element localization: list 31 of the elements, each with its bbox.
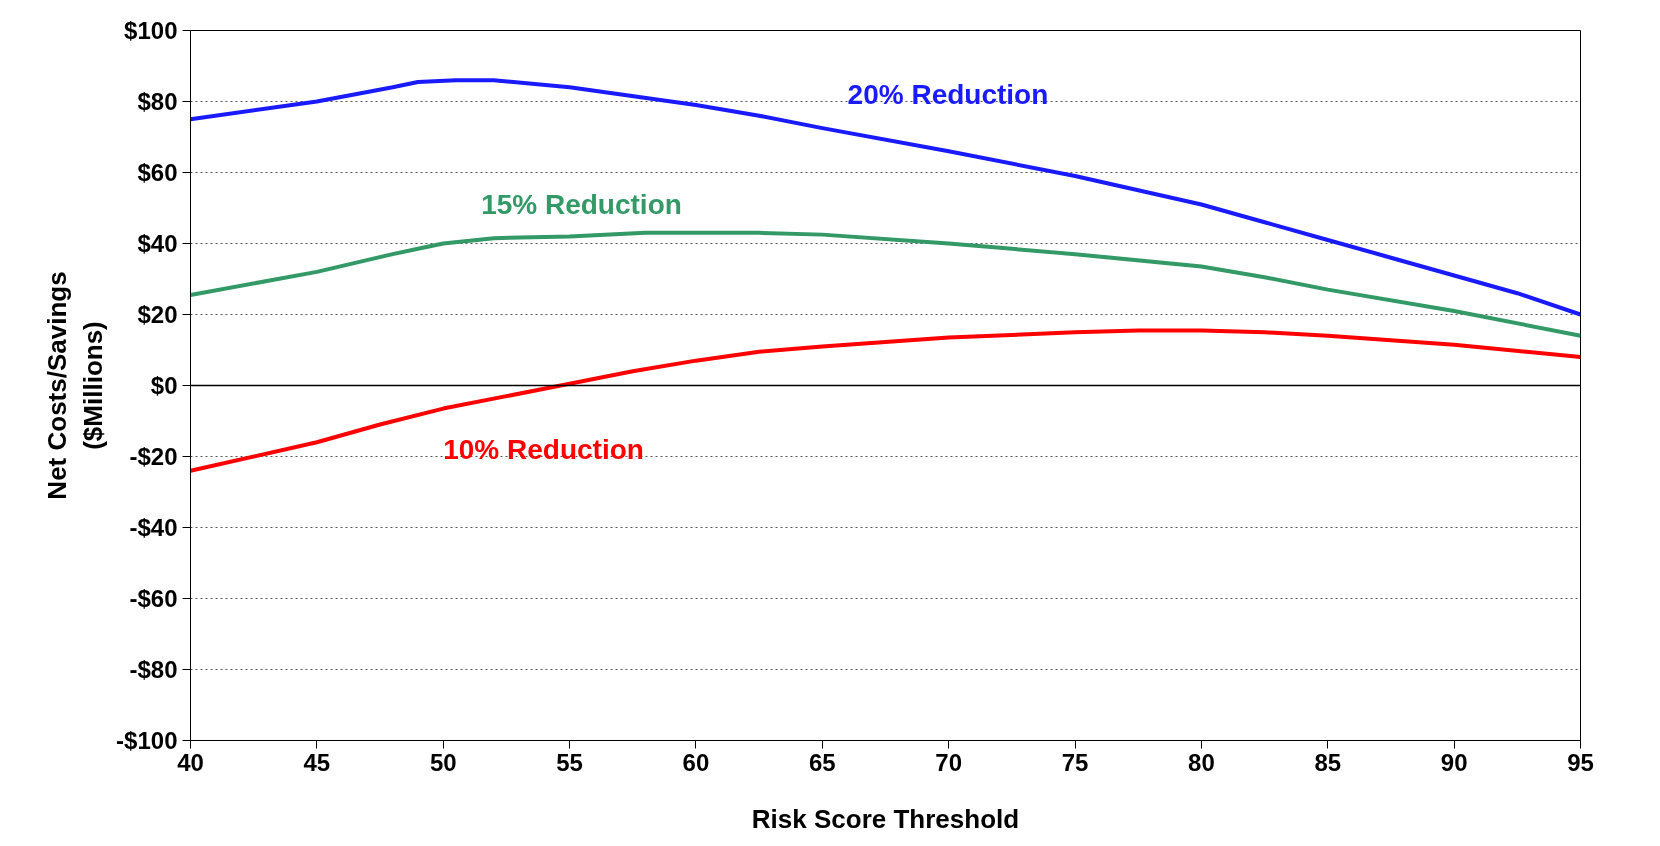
x-tick-label: 40 (177, 748, 204, 776)
y-tick-label: $60 (137, 159, 178, 186)
y-tick-label: $80 (137, 88, 178, 115)
x-tick-label: 45 (303, 748, 331, 776)
line-series (190, 230, 1581, 338)
series-label: 15% Reduction (481, 188, 682, 220)
x-tick-label: 50 (429, 748, 457, 776)
y-tick-label: $100 (124, 17, 178, 44)
series-label: 10% Reduction (443, 433, 644, 465)
y-tick-label: -$20 (129, 443, 178, 470)
x-axis-title: Risk Score Threshold (751, 803, 1020, 834)
y-tick-label: $0 (150, 372, 178, 399)
y-tick-label: -$80 (129, 656, 178, 683)
y-tick-label: -$100 (116, 727, 178, 754)
x-tick-label: 55 (556, 748, 583, 776)
x-tick-label: 70 (935, 748, 963, 776)
x-tick-label: 95 (1567, 748, 1594, 776)
y-tick-label: -$40 (129, 514, 178, 541)
x-tick-label: 90 (1440, 748, 1468, 776)
x-tick-label: 80 (1188, 748, 1215, 776)
series-label: 20% Reduction (847, 78, 1049, 110)
x-tick-label: 60 (682, 748, 710, 776)
y-axis-title: Net Costs/Savings ($Millions) (42, 271, 109, 500)
y-tick-label: $20 (137, 301, 178, 328)
x-tick-label: 85 (1314, 748, 1342, 776)
y-tick-label: $40 (137, 230, 178, 257)
y-tick-label: -$60 (129, 585, 178, 612)
line-series (190, 328, 1581, 473)
x-tick-label: 65 (808, 748, 836, 776)
x-tick-label: 75 (1061, 748, 1089, 776)
line-series (190, 78, 1581, 317)
